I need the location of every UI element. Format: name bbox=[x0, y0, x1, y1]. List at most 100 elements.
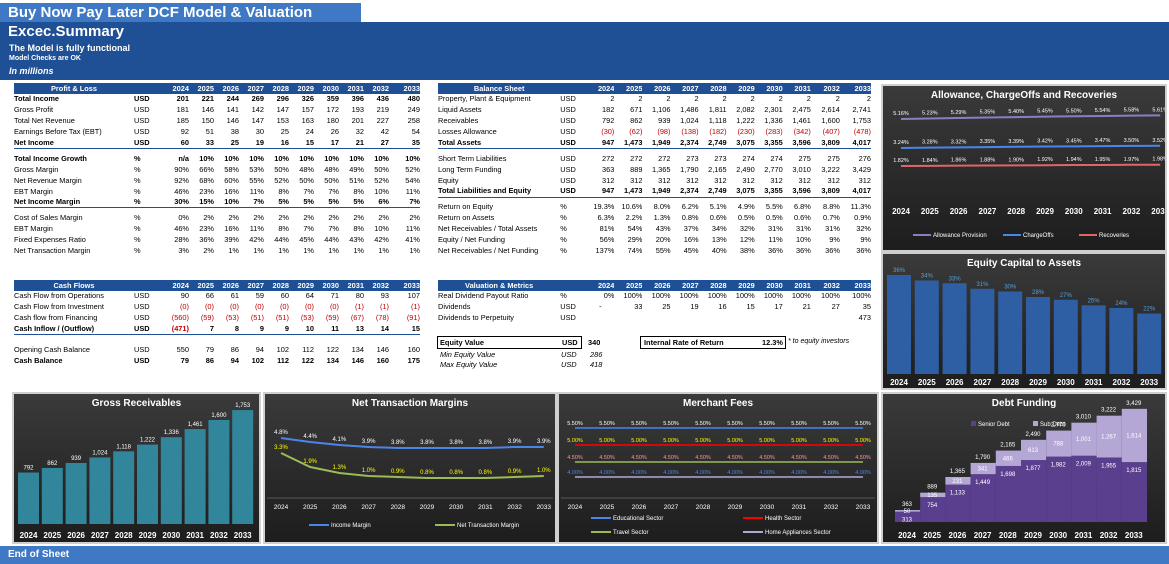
cell-value: (51) bbox=[250, 313, 264, 323]
allowance-series-line bbox=[900, 144, 1161, 149]
ntm-data-label: 0.9% bbox=[391, 469, 405, 475]
cell-value: 141 bbox=[226, 105, 239, 115]
cell-value: 100% bbox=[707, 291, 727, 301]
cell-value: 160 bbox=[407, 345, 420, 354]
cell-value: 1,949 bbox=[642, 186, 671, 198]
cell-value: 134 bbox=[351, 345, 364, 354]
cell-value: 137% bbox=[595, 246, 615, 256]
cell-value: 52% bbox=[274, 175, 289, 185]
table-row: Real Dividend Payout Ratio% 0% 100% 100% 100… bbox=[438, 291, 871, 302]
cell-value: 7% bbox=[328, 186, 339, 196]
cell-value: 9 bbox=[264, 323, 289, 336]
debt-x-tick: 2033 bbox=[1125, 531, 1143, 540]
row-label: Net Revenue Margin bbox=[14, 175, 82, 185]
ntm-data-label: 4.8% bbox=[274, 430, 288, 436]
senior-debt-area bbox=[920, 497, 946, 522]
year-header: 2025 bbox=[189, 83, 214, 94]
year-header: 2032 bbox=[364, 83, 389, 94]
sub-debt-area bbox=[970, 462, 996, 475]
fees-data-label: 4.50% bbox=[823, 455, 839, 461]
year-header: 2028 bbox=[698, 280, 727, 291]
row-label: Receivables bbox=[438, 116, 479, 126]
gross-receivables-title: Gross Receivables bbox=[91, 398, 182, 409]
year-header: 2031 bbox=[339, 280, 364, 291]
cell-value: (0) bbox=[329, 302, 339, 312]
equity-data-label: 31% bbox=[976, 282, 989, 288]
equity-data-label: 27% bbox=[1060, 293, 1073, 299]
cell-value: 862 bbox=[630, 116, 643, 126]
ntm-data-label: 1.0% bbox=[537, 468, 551, 474]
row-label: Return on Equity bbox=[438, 202, 494, 212]
row-unit: USD bbox=[134, 313, 150, 323]
cell-value: 312 bbox=[770, 175, 783, 185]
row-label: Short Term Liabilities bbox=[438, 153, 507, 163]
table-row: Net Revenue Margin% 92% 68% 60% 55% 52% 50% 50%… bbox=[14, 175, 420, 186]
gross-x-tick: 2032 bbox=[210, 531, 228, 540]
table-row: Total Assets USD 947 1,473 1,949 2,374 2,749 3,… bbox=[438, 137, 871, 149]
table-row: Cash Inflow / (Outflow) USD (471) 7 8 9 9 10 11 1… bbox=[14, 323, 420, 336]
ntm-data-label: 1.0% bbox=[362, 468, 376, 474]
row-label: Cost of Sales Margin bbox=[14, 213, 83, 223]
allowance-x-tick: 2026 bbox=[950, 207, 968, 216]
cell-value: 100% bbox=[791, 291, 811, 301]
cell-value: (51) bbox=[275, 313, 289, 323]
model-status: The Model is fully functional bbox=[9, 43, 131, 53]
debt-x-tick: 2025 bbox=[923, 531, 941, 540]
ntm-x-tick: 2030 bbox=[449, 504, 464, 511]
cell-value: 34% bbox=[711, 224, 727, 234]
cell-value: 56% bbox=[599, 235, 615, 245]
cell-value: 16% bbox=[683, 235, 699, 245]
cell-value: 1,753 bbox=[852, 116, 872, 126]
row-label: Net Receivables / Total Assets bbox=[438, 224, 538, 234]
cell-value: 142 bbox=[251, 105, 264, 115]
cell-value: 60% bbox=[224, 175, 239, 185]
cell-value: (30) bbox=[601, 127, 615, 137]
debt-funding-chart: Debt Funding 313 50 363 2024 754 135 889 2025 1,… bbox=[881, 392, 1167, 544]
gross-receivables-bar bbox=[160, 437, 182, 524]
cell-value: 2 bbox=[750, 94, 755, 104]
cell-value: 6.3% bbox=[597, 213, 615, 223]
cell-value: (230) bbox=[737, 127, 755, 137]
equity-bar bbox=[1081, 305, 1106, 374]
cell-value: 146 bbox=[226, 116, 239, 126]
cell-value: 23% bbox=[199, 224, 214, 234]
cell-value: 38 bbox=[230, 127, 239, 137]
fees-data-label: 4.00% bbox=[695, 470, 711, 476]
year-header: 2030 bbox=[314, 83, 339, 94]
debt-total-label: 1,365 bbox=[950, 469, 966, 475]
cell-value: 32% bbox=[739, 224, 755, 234]
debt-total-label: 1,790 bbox=[975, 455, 991, 461]
cell-value: 55% bbox=[655, 246, 671, 256]
legend-label: Recoveries bbox=[1099, 233, 1129, 239]
allowance-data-label: 3.24% bbox=[893, 140, 909, 146]
legend-label: Travel Sector bbox=[613, 530, 648, 536]
table-row: Total Net Revenue USD 185 150 146 147 153 163 18… bbox=[14, 116, 420, 127]
cell-value: 2 bbox=[666, 94, 671, 104]
net-transaction-margins-chart: Net Transaction Margins 4.8% 4.4% 4.1% 3.9%… bbox=[263, 392, 557, 544]
bs-title: Balance Sheet bbox=[438, 83, 561, 94]
summary-title: Excec.Summary bbox=[8, 23, 124, 40]
cell-value: 3,429 bbox=[852, 164, 872, 174]
cell-value: (53) bbox=[300, 313, 314, 323]
senior-debt-area bbox=[895, 511, 921, 522]
row-label: Cash flow from Financing bbox=[14, 313, 98, 323]
row-label: Gross Margin bbox=[14, 164, 59, 174]
cell-value: 11 bbox=[314, 323, 339, 336]
cell-value: 13% bbox=[711, 235, 727, 245]
cell-value: 50% bbox=[324, 175, 339, 185]
cell-value: 11% bbox=[405, 224, 420, 234]
cell-value: 8.0% bbox=[653, 202, 671, 212]
ntm-x-tick: 2033 bbox=[537, 504, 552, 511]
sub-debt-label: 231 bbox=[952, 479, 963, 485]
gross-data-label: 1,222 bbox=[140, 438, 156, 444]
fees-data-label: 5.50% bbox=[695, 421, 711, 427]
cell-value: 81% bbox=[599, 224, 615, 234]
ntm-x-tick: 2027 bbox=[361, 504, 376, 511]
cell-value: 6.8% bbox=[793, 202, 811, 212]
cell-value: 6% bbox=[364, 197, 389, 209]
cell-value bbox=[586, 313, 614, 324]
cell-value: 2% bbox=[228, 213, 239, 223]
cell-value: 6.2% bbox=[681, 202, 699, 212]
irr-box: Internal Rate of Return 12.3% bbox=[640, 336, 786, 349]
